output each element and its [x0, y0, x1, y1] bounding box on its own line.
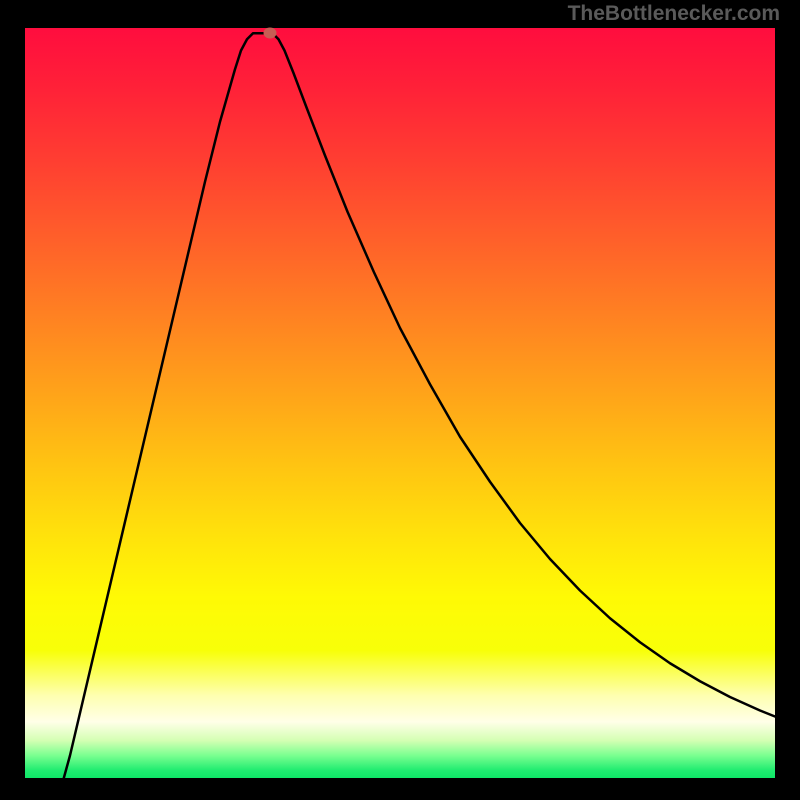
optimum-marker — [264, 28, 277, 39]
plot-area — [25, 28, 775, 778]
chart-container: TheBottlenecker.com — [0, 0, 800, 800]
watermark-text: TheBottlenecker.com — [568, 2, 780, 26]
bottleneck-curve — [25, 28, 775, 778]
